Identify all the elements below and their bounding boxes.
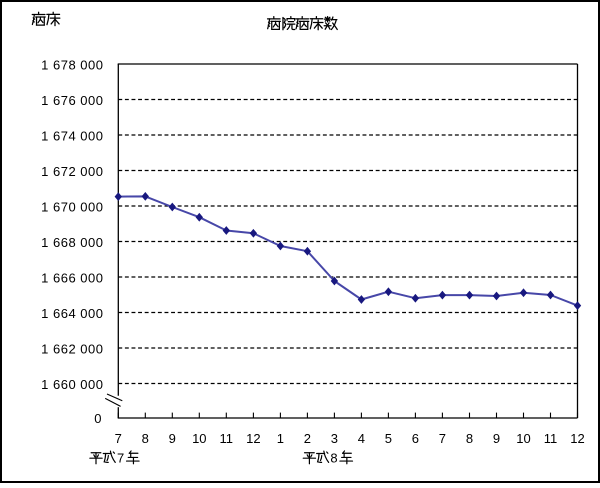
svg-text:12: 12: [246, 431, 260, 446]
svg-text:5: 5: [385, 431, 392, 446]
svg-text:1: 1: [277, 431, 284, 446]
svg-text:4: 4: [358, 431, 365, 446]
svg-text:11: 11: [220, 431, 234, 446]
svg-text:1 660 000: 1 660 000: [41, 377, 103, 392]
svg-text:10: 10: [192, 431, 206, 446]
svg-text:9: 9: [169, 431, 176, 446]
svg-text:1 668 000: 1 668 000: [41, 235, 103, 250]
svg-text:0: 0: [94, 411, 101, 426]
svg-text:8: 8: [142, 431, 149, 446]
svg-text:1 672 000: 1 672 000: [41, 164, 103, 179]
svg-text:1 664 000: 1 664 000: [41, 306, 103, 321]
svg-text:8: 8: [466, 431, 473, 446]
svg-text:1 676 000: 1 676 000: [41, 93, 103, 108]
svg-text:2: 2: [304, 431, 311, 446]
svg-text:8: 8: [330, 451, 337, 466]
svg-text:12: 12: [570, 431, 584, 446]
svg-text:1 674 000: 1 674 000: [41, 128, 103, 143]
svg-text:1 666 000: 1 666 000: [41, 270, 103, 285]
svg-text:9: 9: [493, 431, 500, 446]
svg-text:7: 7: [117, 451, 124, 466]
svg-text:1 662 000: 1 662 000: [41, 341, 103, 356]
svg-text:1 670 000: 1 670 000: [41, 199, 103, 214]
svg-text:11: 11: [544, 431, 558, 446]
svg-text:3: 3: [331, 431, 338, 446]
svg-text:1 678 000: 1 678 000: [41, 57, 103, 72]
svg-text:7: 7: [115, 431, 122, 446]
svg-text:6: 6: [412, 431, 419, 446]
svg-text:10: 10: [516, 431, 530, 446]
svg-text:7: 7: [439, 431, 446, 446]
